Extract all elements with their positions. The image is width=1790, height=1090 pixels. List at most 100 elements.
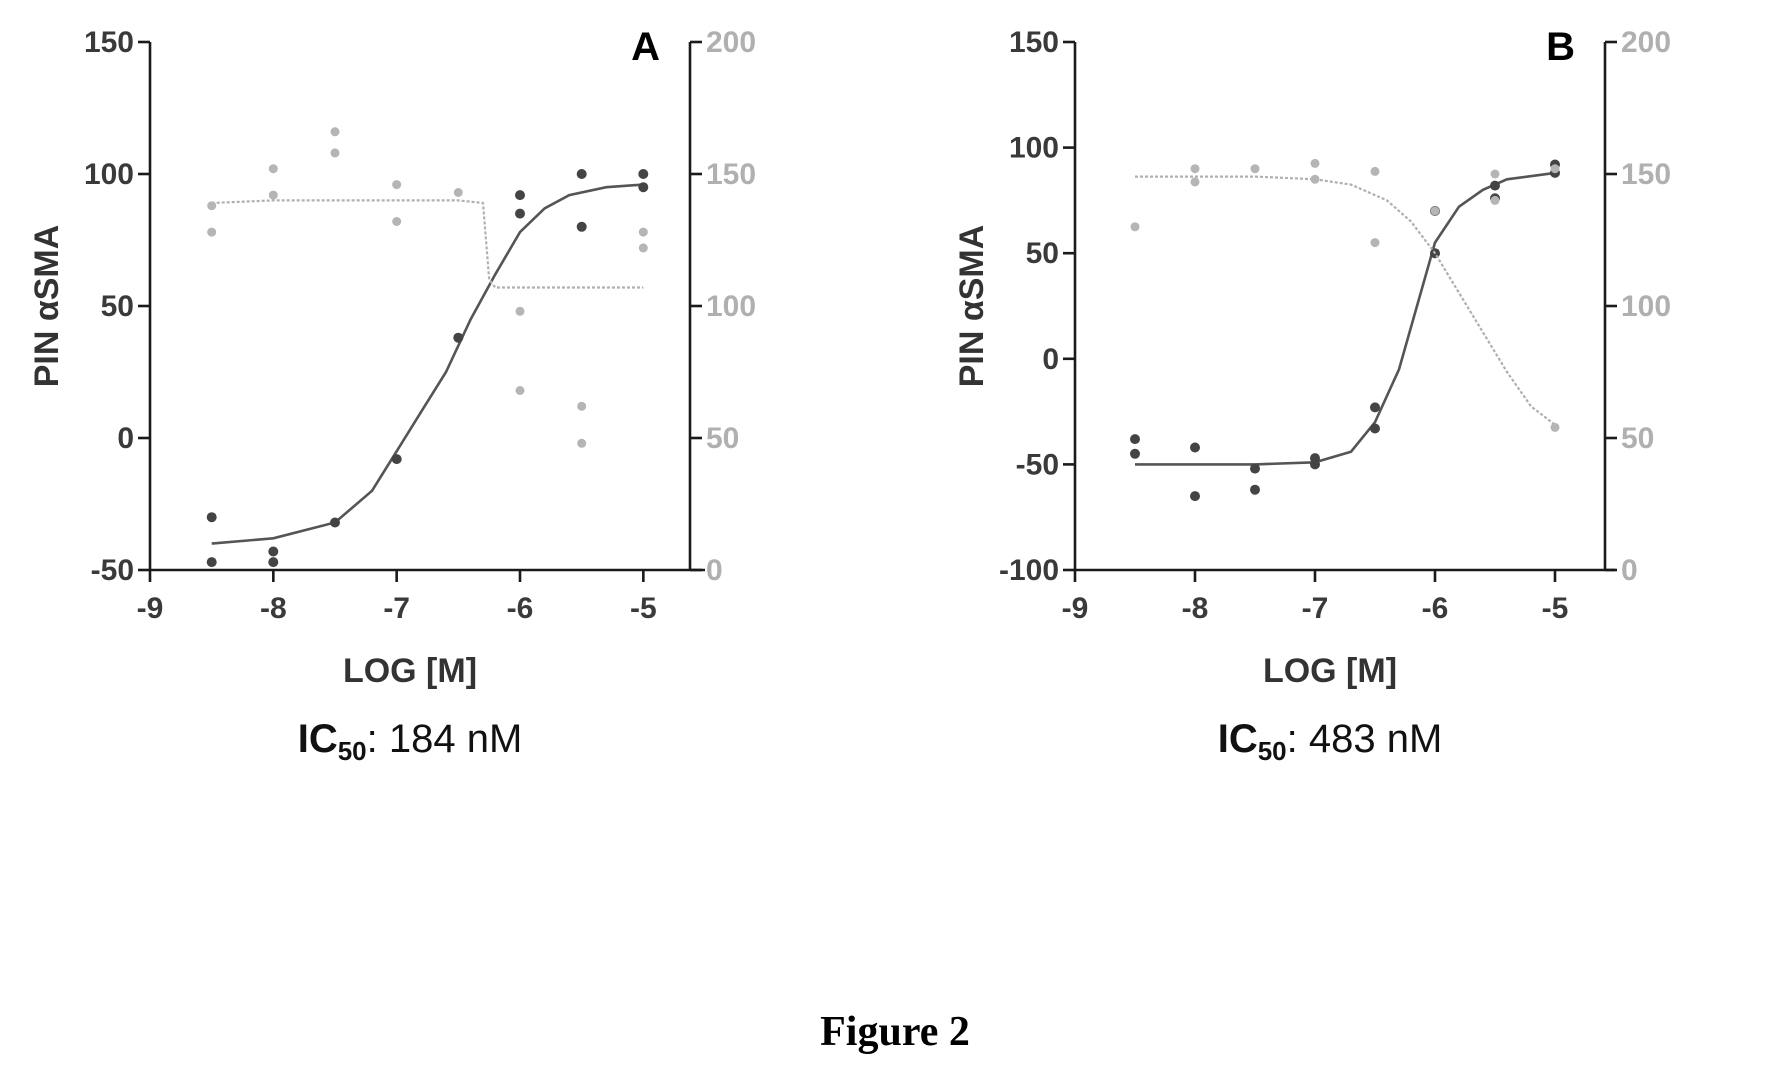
secondary-data-point — [1550, 164, 1560, 174]
primary-data-point — [515, 208, 525, 219]
y2-tick-label: 100 — [706, 290, 756, 323]
y2-tick-label: 150 — [706, 158, 756, 191]
secondary-data-point — [330, 127, 340, 137]
primary-data-point — [638, 169, 649, 179]
primary-data-point — [1130, 434, 1140, 445]
y-tick-label: -100 — [999, 554, 1059, 587]
x-tick-label: -9 — [137, 592, 164, 625]
primary-fit-curve — [1135, 171, 1556, 466]
primary-fit-curve — [211, 183, 644, 545]
ic50-subscript: 50 — [338, 736, 367, 766]
secondary-data-point — [1310, 158, 1320, 168]
ic50-subscript: 50 — [1258, 736, 1287, 766]
y2-tick-label: 0 — [1621, 554, 1638, 587]
y-tick-label: 50 — [101, 290, 134, 323]
y2-tick-label: 50 — [1621, 422, 1654, 455]
secondary-fit-curve — [211, 199, 644, 289]
primary-data-point — [391, 454, 402, 465]
secondary-data-point — [638, 243, 648, 253]
primary-data-point — [1250, 484, 1260, 495]
chart-panel-b: -100 -50 0 50 100 150 0 50 100 150 200 -9 -8 -7 -6 -5 B P… — [953, 25, 1671, 766]
primary-data-point — [576, 221, 587, 232]
y-tick-label: 150 — [1009, 26, 1059, 59]
chart-panel-a: -50 0 50 100 150 0 50 100 150 200 -9 -8 -7 -6 -5 A PIN α… — [28, 25, 756, 766]
secondary-data-point — [577, 401, 587, 411]
secondary-data-point — [515, 306, 525, 316]
y-tick-label: 0 — [1042, 343, 1059, 376]
secondary-data-point — [1490, 195, 1500, 205]
primary-data-point — [576, 169, 587, 179]
primary-data-point — [1310, 459, 1320, 470]
x-tick-label: -5 — [1542, 592, 1569, 625]
y-tick-label: -50 — [1016, 448, 1059, 481]
primary-data-point — [268, 546, 279, 557]
y-tick-label: 50 — [1026, 237, 1059, 270]
secondary-data-point — [330, 148, 340, 158]
x-tick-label: -7 — [383, 592, 410, 625]
panel-letter-a: A — [631, 25, 660, 69]
figure-caption: Figure 2 — [820, 1009, 970, 1055]
x-tick-label: -7 — [1302, 592, 1329, 625]
secondary-data-point — [1370, 166, 1380, 176]
secondary-data-point — [1190, 164, 1200, 174]
y2-tick-label: 50 — [706, 422, 739, 455]
panel-letter-b: B — [1546, 25, 1575, 69]
secondary-data-point — [1550, 422, 1560, 432]
x-tick-label: -6 — [1422, 592, 1449, 625]
x-tick-label: -5 — [630, 592, 657, 625]
secondary-data-point — [638, 227, 648, 237]
primary-data-point — [1370, 402, 1380, 413]
primary-data-point — [1490, 180, 1500, 191]
y-tick-label: 100 — [1009, 132, 1059, 165]
secondary-data-point — [268, 164, 278, 174]
x-tick-label: -9 — [1062, 592, 1089, 625]
ic50-prefix: IC — [1218, 717, 1258, 761]
y2-tick-label: 100 — [1621, 290, 1671, 323]
secondary-data-point — [207, 227, 217, 237]
primary-data-point — [206, 557, 217, 568]
x-axis-title: LOG [M] — [343, 652, 477, 690]
ic50-prefix: IC — [298, 717, 338, 761]
ic50-value: : 483 nM — [1287, 717, 1443, 761]
secondary-fit-curve — [1135, 175, 1556, 426]
y-axis-title: PIN αSMA — [953, 225, 991, 388]
secondary-data-point — [268, 190, 278, 200]
primary-data-point — [638, 182, 649, 193]
x-tick-label: -8 — [260, 592, 287, 625]
secondary-data-point — [1190, 177, 1200, 187]
secondary-data-point — [392, 217, 402, 226]
y-tick-label: -50 — [91, 554, 134, 587]
secondary-data-point — [1310, 174, 1320, 184]
y2-tick-label: 200 — [706, 26, 756, 59]
secondary-data-point — [515, 386, 525, 395]
ic50-label: IC50: 184 nM — [298, 717, 523, 766]
primary-data-point — [206, 512, 217, 523]
primary-data-point — [1190, 442, 1200, 453]
secondary-data-point — [577, 438, 587, 448]
primary-data-point — [515, 190, 525, 201]
y-tick-label: 100 — [84, 158, 134, 191]
y-tick-label: 0 — [117, 422, 134, 455]
secondary-data-point — [1250, 164, 1260, 174]
y2-tick-label: 150 — [1621, 158, 1671, 191]
primary-data-point — [453, 332, 464, 343]
primary-data-point — [268, 557, 279, 568]
primary-data-point — [330, 517, 340, 528]
primary-data-point — [1250, 463, 1260, 474]
ic50-label: IC50: 483 nM — [1218, 717, 1443, 766]
y2-tick-label: 0 — [706, 554, 723, 587]
secondary-data-point — [392, 180, 402, 190]
secondary-data-point — [1370, 238, 1380, 248]
x-tick-label: -8 — [1182, 592, 1209, 625]
y-axis-title: PIN αSMA — [28, 225, 66, 388]
secondary-data-point — [1490, 169, 1500, 179]
secondary-data-point — [453, 188, 463, 197]
primary-data-point — [1370, 423, 1380, 434]
primary-data-point — [1130, 448, 1140, 459]
x-tick-label: -6 — [507, 592, 534, 625]
y-tick-label: 150 — [84, 26, 134, 59]
secondary-data-point — [1130, 222, 1140, 232]
ic50-value: : 184 nM — [367, 717, 523, 761]
y2-tick-label: 200 — [1621, 26, 1671, 59]
